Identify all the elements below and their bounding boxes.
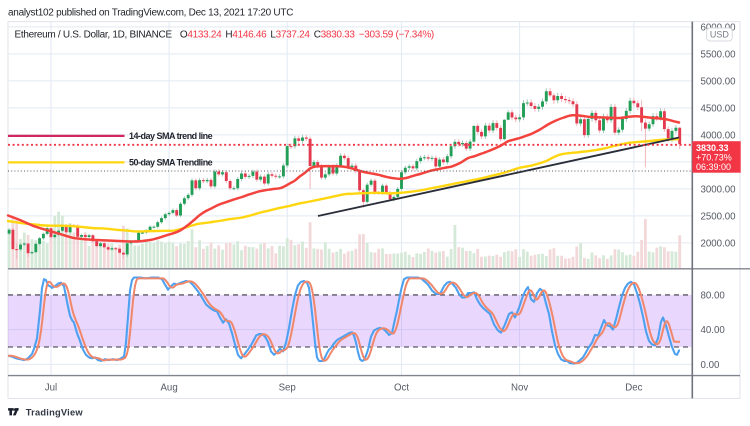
svg-text:Aug: Aug: [160, 383, 177, 394]
svg-text:TradingView: TradingView: [26, 407, 84, 417]
svg-text:2500.00: 2500.00: [701, 211, 737, 222]
svg-text:50-day SMA Trendline: 50-day SMA Trendline: [129, 158, 213, 168]
svg-text:Dec: Dec: [625, 383, 642, 394]
svg-text:5000.00: 5000.00: [701, 76, 737, 87]
svg-text:Nov: Nov: [511, 383, 528, 394]
svg-text:0.00: 0.00: [701, 360, 720, 371]
svg-text:USD: USD: [710, 30, 730, 40]
svg-text:Oct: Oct: [394, 383, 409, 394]
svg-text:40.00: 40.00: [701, 325, 726, 336]
svg-text:Sep: Sep: [279, 383, 296, 394]
svg-text:analyst102 published on Tradin: analyst102 published on TradingView.com,…: [8, 7, 293, 18]
svg-text:80.00: 80.00: [701, 290, 726, 301]
svg-text:5500.00: 5500.00: [701, 49, 737, 60]
svg-text:06:39:00: 06:39:00: [696, 162, 731, 172]
svg-text:3830.33: 3830.33: [696, 143, 729, 153]
svg-text:14-day SMA trend line: 14-day SMA trend line: [129, 131, 213, 141]
svg-text:2000.00: 2000.00: [701, 238, 737, 249]
svg-text:4000.00: 4000.00: [701, 130, 737, 141]
svg-text:Jul: Jul: [45, 383, 57, 394]
svg-text:4500.00: 4500.00: [701, 103, 737, 114]
svg-text:3000.00: 3000.00: [701, 184, 737, 195]
svg-text:+70.73%: +70.73%: [696, 153, 732, 163]
